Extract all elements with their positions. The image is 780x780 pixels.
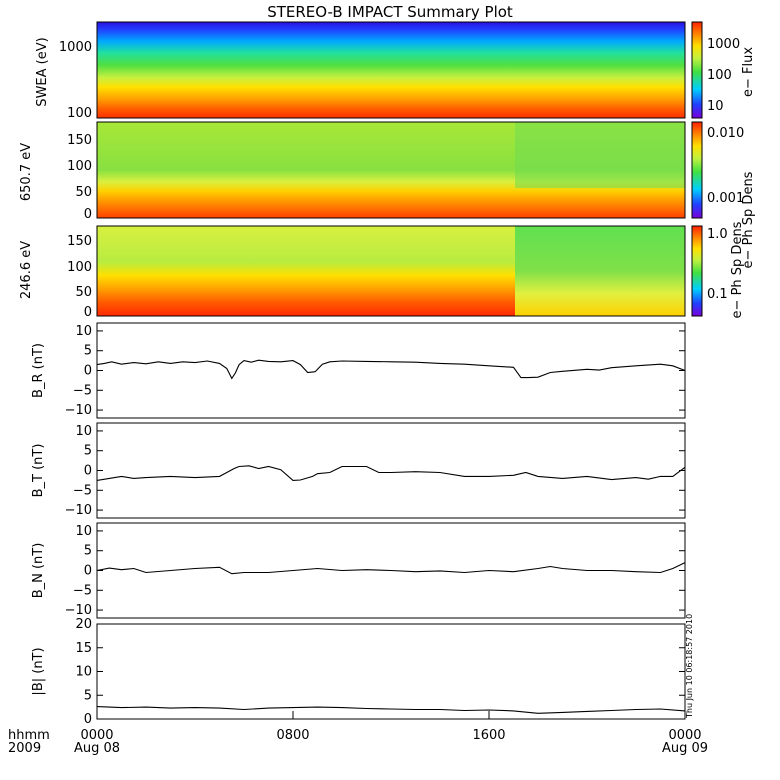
pad-650-patch-right (515, 122, 685, 188)
bt-ytick-label: −10 (65, 503, 92, 518)
ph-sp-dens-cb-label-2: e− Ph Sp Dens (730, 221, 745, 318)
bt-ytick-label: 5 (84, 444, 92, 459)
pad-650-ytick-100: 100 (67, 159, 92, 174)
pad-246-ytick-150: 150 (67, 234, 92, 249)
plot-timestamp: Thu Jun 10 06:18:57 2010 (685, 614, 694, 719)
bmag-ytick-label: 0 (84, 712, 92, 727)
swea-colorbar (691, 21, 703, 119)
bn-ytick-label: 0 (84, 564, 92, 579)
bn-series-line (96, 562, 686, 575)
br-ytick-label: −10 (65, 403, 92, 418)
plot-title: STEREO-B IMPACT Summary Plot (267, 3, 513, 21)
bn-ytick-label: 5 (84, 544, 92, 559)
swea-panel: 1000 100 SWEA (eV) 1000 100 10 e− Flux (35, 21, 756, 121)
pad-246-patch-right (515, 226, 685, 316)
x-year-label: 2009 (8, 741, 41, 756)
bmag-ytick-label: 10 (75, 665, 92, 680)
x-tick-time: 1600 (472, 728, 505, 743)
pad-650-cb-tick-0001: 0.001 (707, 191, 744, 206)
pad-650-panel: 150 100 50 0 650.7 eV 0.010 0.001 (19, 121, 744, 222)
bn-ytick-label: −5 (73, 583, 92, 598)
bn-ytick-label: −10 (65, 603, 92, 618)
br-ytick-label: −5 (73, 383, 92, 398)
pad-650-ytick-50: 50 (75, 185, 92, 200)
swea-frame (96, 21, 686, 119)
x-tick-date: Aug 08 (74, 741, 120, 756)
bmag-series-line (96, 706, 686, 714)
pad-650-ylabel: 650.7 eV (19, 143, 34, 201)
pad-246-ylabel: 246.6 eV (19, 241, 34, 299)
x-tick-date: Aug 09 (662, 741, 708, 756)
pad-246-ytick-50: 50 (75, 285, 92, 300)
swea-cb-label: e− Flux (741, 47, 756, 97)
bt-ylabel: B_T (nT) (31, 444, 46, 498)
ph-sp-dens-cb-label: e− Ph Sp Dens (741, 171, 756, 268)
bt-ytick-label: −5 (73, 483, 92, 498)
x-time-label: hhmm (8, 728, 50, 743)
pad-650-ytick-0: 0 (84, 207, 92, 222)
bt-series-line (96, 465, 686, 481)
swea-cb-tick-100: 100 (707, 68, 732, 83)
pad-246-ytick-100: 100 (67, 260, 92, 275)
br-frame (96, 322, 686, 419)
swea-ylabel: SWEA (eV) (35, 37, 50, 106)
pad-246-colorbar (691, 225, 703, 317)
pad-246-panel: 150 100 50 0 246.6 eV 1.0 0.1 (19, 225, 728, 320)
bmag-frame (96, 623, 686, 720)
br-ytick-label: 5 (84, 344, 92, 359)
pad-650-cb-tick-0010: 0.010 (707, 126, 744, 141)
pad-650-colorbar (691, 121, 703, 219)
bt-ytick-label: 10 (75, 424, 92, 439)
magnetic-field-panels: 10 5 0 −5 −10 B_R (nT) 10 5 0 −5 −10 B_T (nT) 10 5 0 −5… (31, 322, 686, 727)
swea-spectrogram (97, 22, 685, 118)
pad-246-frame (96, 225, 686, 317)
swea-cb-tick-10: 10 (707, 99, 724, 114)
pad-650-ytick-150: 150 (67, 133, 92, 148)
bt-frame (96, 422, 686, 519)
bmag-ylabel: |B| (nT) (31, 647, 46, 695)
bn-ylabel: B_N (nT) (31, 543, 46, 599)
x-tick-time: 0000 (668, 728, 701, 743)
br-series-line (96, 359, 686, 380)
bmag-ytick-label: 15 (75, 641, 92, 656)
pad-246-ytick-0: 0 (84, 305, 92, 320)
br-ytick-label: 0 (84, 364, 92, 379)
bmag-ytick-label: 5 (84, 688, 92, 703)
pad-246-cb-tick-10: 1.0 (707, 227, 728, 242)
bmag-ytick-label: 20 (75, 617, 92, 632)
x-tick-time: 0000 (80, 728, 113, 743)
br-ytick-label: 10 (75, 324, 92, 339)
swea-ytick-1000: 1000 (59, 40, 92, 55)
swea-cb-tick-1000: 1000 (707, 37, 740, 52)
br-ylabel: B_R (nT) (31, 343, 46, 398)
bt-ytick-label: 0 (84, 464, 92, 479)
bn-ytick-label: 10 (75, 524, 92, 539)
pad-246-cb-tick-01: 0.1 (707, 287, 728, 302)
swea-ytick-100: 100 (67, 106, 92, 121)
pad-650-frame (96, 121, 686, 219)
x-tick-time: 0800 (276, 728, 309, 743)
